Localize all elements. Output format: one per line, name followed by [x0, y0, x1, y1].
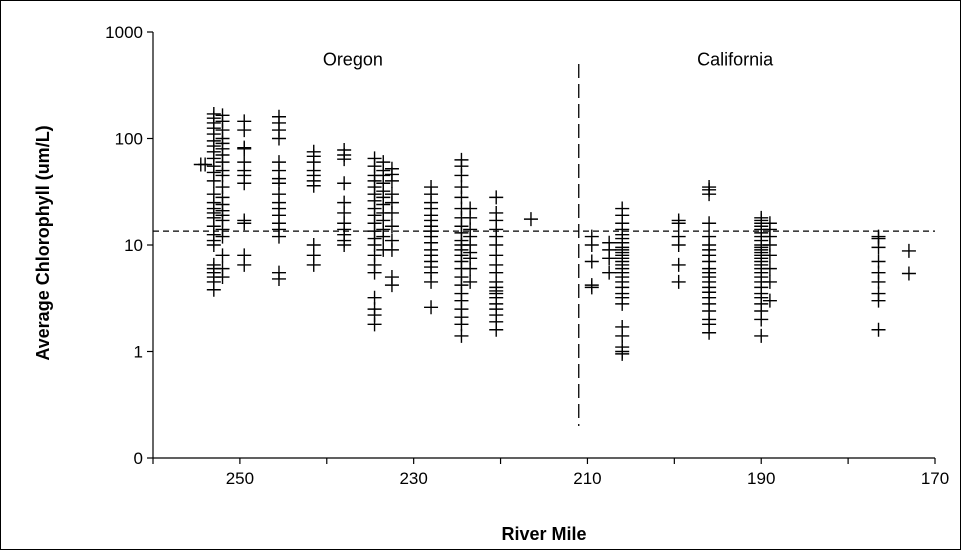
y-axis-title: Average Chlorophyll (um/L)	[33, 125, 53, 360]
data-point	[702, 187, 717, 202]
data-point	[384, 219, 399, 234]
data-point	[463, 261, 478, 276]
data-point	[424, 274, 439, 289]
x-tick-label: 210	[573, 469, 601, 488]
reference-lines	[153, 64, 935, 426]
data-point	[198, 157, 213, 172]
data-point	[702, 325, 717, 340]
data-point	[384, 173, 399, 188]
data-point	[871, 293, 886, 308]
data-point	[702, 216, 717, 231]
data-point	[237, 123, 252, 138]
y-tick-label: 1000	[105, 23, 143, 42]
x-axis-ticks: 250 230 210 190 170	[152, 458, 949, 488]
data-point	[384, 278, 399, 293]
data-point	[671, 274, 686, 289]
data-point	[237, 257, 252, 272]
data-point	[602, 251, 617, 266]
data-point	[215, 248, 230, 263]
data-point	[489, 322, 504, 337]
data-point	[367, 265, 382, 280]
data-point	[237, 216, 252, 231]
data-point	[762, 248, 777, 263]
data-point	[306, 257, 321, 272]
data-point	[306, 178, 321, 193]
data-point	[215, 229, 230, 244]
y-tick-label: 10	[124, 236, 143, 255]
data-point	[376, 229, 391, 244]
data-point	[671, 238, 686, 252]
data-point	[367, 317, 382, 332]
data-point	[454, 328, 469, 343]
data-point	[237, 141, 252, 156]
data-point	[237, 176, 252, 191]
data-point	[384, 205, 399, 220]
data-point	[871, 322, 886, 337]
data-point	[901, 266, 916, 281]
data-markers	[193, 106, 916, 361]
data-point	[424, 300, 439, 315]
data-point	[271, 271, 286, 286]
x-tick-label: 170	[921, 469, 949, 488]
data-point	[584, 280, 599, 295]
axes: 0 1 10 100 1000 250 230 210 190 170	[105, 23, 949, 488]
data-point	[337, 238, 352, 252]
y-tick-label: 1	[134, 343, 143, 362]
data-point	[215, 270, 230, 285]
y-tick-label: 100	[115, 130, 143, 149]
data-point	[271, 229, 286, 244]
y-axis-ticks: 0 1 10 100 1000	[105, 23, 153, 468]
data-point	[901, 243, 916, 258]
data-point	[671, 216, 686, 231]
data-point	[384, 242, 399, 257]
data-point	[615, 346, 630, 361]
data-point	[206, 173, 221, 188]
data-point	[762, 274, 777, 289]
x-tick-label: 230	[399, 469, 427, 488]
data-point	[754, 312, 769, 327]
y-tick-label: 0	[134, 449, 143, 468]
data-point	[337, 152, 352, 167]
x-tick-label: 250	[226, 469, 254, 488]
x-tick-label: 190	[747, 469, 775, 488]
data-point	[463, 274, 478, 289]
data-point	[871, 240, 886, 255]
data-point	[671, 257, 686, 272]
data-point	[762, 261, 777, 276]
data-point	[754, 328, 769, 343]
data-point	[206, 238, 221, 252]
data-point	[584, 238, 599, 252]
region-label: California	[697, 50, 774, 70]
data-point	[489, 190, 504, 205]
data-point	[762, 293, 777, 308]
data-point	[602, 265, 617, 280]
data-point	[523, 212, 538, 227]
region-label: Oregon	[323, 50, 383, 70]
data-point	[584, 254, 599, 269]
region-annotations: Oregon California	[323, 50, 774, 70]
data-point	[337, 176, 352, 191]
data-point	[206, 282, 221, 297]
data-point	[271, 131, 286, 146]
data-point	[615, 296, 630, 311]
x-axis-title: River Mile	[501, 524, 586, 544]
